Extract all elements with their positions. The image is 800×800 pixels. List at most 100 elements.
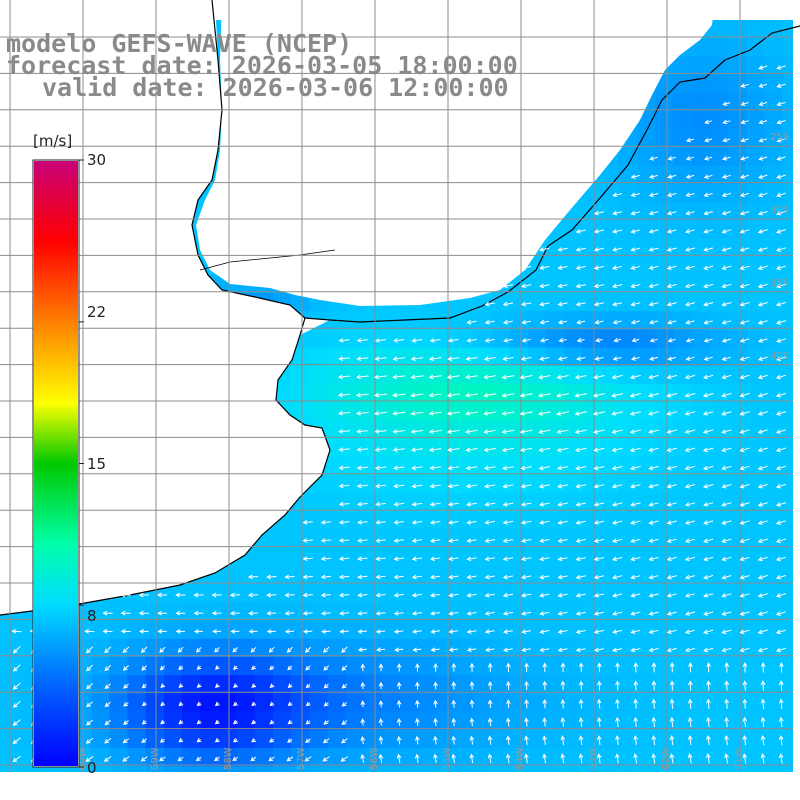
wind-arrow [305, 701, 311, 707]
wind-arrow [721, 392, 732, 398]
wind-arrow [560, 735, 566, 746]
wind-arrow [396, 735, 402, 745]
wind-speed-cell [127, 675, 147, 694]
wind-speed-cell [618, 402, 638, 421]
wind-speed-cell [600, 547, 620, 567]
wind-speed-cell [637, 529, 656, 549]
wind-arrow [268, 646, 275, 653]
wind-speed-cell [109, 657, 128, 676]
wind-arrow [615, 662, 620, 673]
wind-arrow [287, 683, 293, 689]
wind-arrow [666, 574, 677, 580]
wind-speed-cell [728, 493, 747, 512]
wind-arrow [611, 283, 623, 289]
wind-arrow [684, 247, 695, 252]
wind-speed-cell [691, 402, 711, 421]
wind-speed-cell [527, 293, 547, 312]
wind-arrow [524, 735, 529, 745]
wind-arrow [360, 753, 365, 763]
wind-arrow [739, 265, 750, 271]
wind-speed-cell [109, 602, 128, 622]
wind-arrow [739, 301, 750, 307]
wind-speed-cell [455, 711, 474, 731]
wind-arrow [684, 556, 696, 562]
wind-arrow [775, 465, 787, 471]
wind-speed-cell [746, 311, 765, 330]
wind-arrow [323, 683, 329, 689]
wind-arrow [357, 629, 368, 634]
wind-arrow [396, 663, 402, 672]
wind-speed-cell [709, 584, 729, 603]
wind-arrow [721, 411, 732, 416]
wind-speed-cell [327, 475, 347, 494]
wind-speed-cell [709, 111, 729, 130]
wind-arrow [375, 592, 386, 598]
wind-speed-cell [236, 729, 256, 749]
wind-arrow [776, 283, 786, 289]
wind-speed-cell [691, 111, 711, 130]
wind-speed-cell [236, 638, 256, 658]
wind-arrow [575, 283, 586, 289]
wind-arrow [669, 716, 675, 728]
wind-arrow [597, 662, 602, 673]
wind-speed-cell [764, 657, 784, 676]
wind-speed-cell [709, 220, 729, 239]
wind-arrow [524, 771, 529, 782]
wind-arrow [669, 698, 675, 709]
wind-arrow [356, 337, 368, 343]
wind-arrow [451, 771, 456, 782]
wind-arrow [742, 698, 748, 709]
wind-speed-cell [709, 456, 729, 476]
wind-arrow [775, 374, 787, 380]
longitude-label: 54W [515, 747, 526, 770]
wind-speed-cell [491, 420, 511, 440]
wind-speed-cell [546, 693, 565, 713]
wind-arrow [251, 719, 257, 725]
longitude-label: 59W [150, 747, 161, 770]
wind-speed-cell [182, 711, 201, 731]
wind-arrow [393, 483, 405, 489]
wind-speed-cell [364, 475, 383, 494]
wind-arrow [739, 447, 750, 453]
wind-arrow [378, 700, 384, 708]
wind-arrow [557, 556, 568, 562]
wind-speed-cell [564, 456, 583, 476]
wind-arrow [539, 611, 550, 616]
wind-speed-cell [709, 748, 729, 767]
wind-speed-cell [746, 329, 765, 349]
wind-arrow [466, 520, 477, 525]
wind-speed-cell [709, 675, 729, 694]
wind-speed-cell [618, 529, 638, 549]
wind-arrow [739, 574, 750, 580]
wind-arrow [286, 756, 294, 762]
longitude-label: 51W [734, 747, 745, 770]
wind-arrow [740, 137, 749, 143]
wind-speed-cell [673, 602, 693, 622]
wind-arrow [666, 229, 677, 234]
wind-arrow [393, 501, 405, 507]
wind-arrow [557, 611, 568, 616]
wind-arrow [703, 556, 714, 562]
wind-arrow [360, 700, 366, 708]
wind-speed-cell [691, 711, 711, 731]
wind-arrow [542, 698, 548, 709]
wind-speed-cell [582, 402, 602, 421]
wind-speed-cell [673, 202, 693, 221]
wind-speed-cell [637, 347, 656, 367]
wind-speed-cell [400, 620, 420, 640]
wind-speed-cell [382, 748, 401, 767]
wind-speed-cell [182, 638, 201, 658]
wind-arrow [556, 429, 569, 434]
wind-arrow [524, 717, 529, 727]
wind-arrow [519, 374, 533, 380]
wind-speed-cell [327, 675, 347, 694]
wind-arrow [593, 247, 605, 252]
wind-speed-cell [400, 711, 420, 731]
wind-speed-cell [400, 657, 420, 676]
wind-speed-cell [764, 729, 784, 749]
wind-arrow [687, 680, 693, 691]
wind-arrow [338, 429, 351, 434]
wind-arrow [466, 538, 477, 543]
wind-speed-cell [182, 620, 201, 640]
wind-arrow [159, 646, 166, 653]
